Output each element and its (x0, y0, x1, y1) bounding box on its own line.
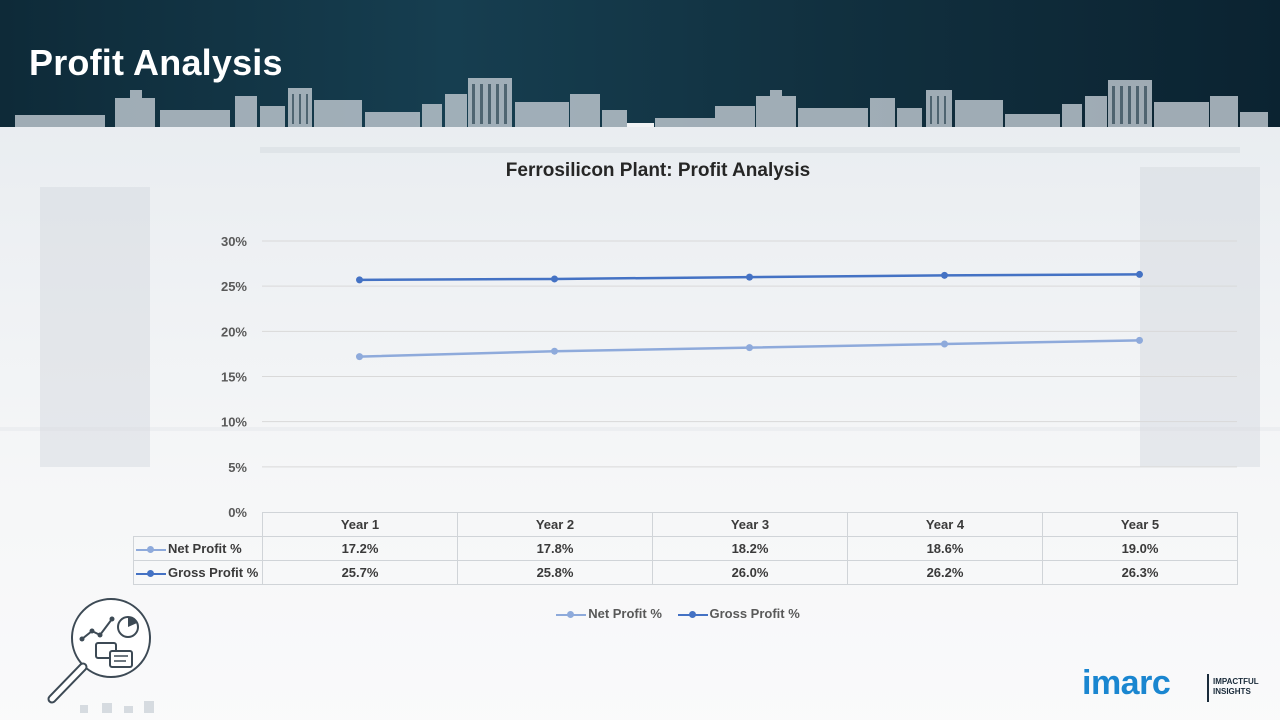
row-label-gross-profit: Gross Profit % (168, 565, 259, 580)
page-title: Profit Analysis (29, 42, 283, 83)
data-point (356, 353, 363, 361)
data-point (941, 271, 948, 279)
logo-tagline-1: IMPACTFUL (1213, 677, 1259, 686)
background-image (0, 127, 1280, 720)
table-header-year-5: Year 5 (1042, 512, 1238, 537)
table-row-net-profit: Net Profit % 17.2% 17.8% 18.2% 18.6% 19.… (133, 536, 1238, 561)
legend-label-net-profit: Net Profit % (588, 606, 662, 621)
y-tick-label: 10% (221, 415, 247, 430)
table-header-year-1: Year 1 (262, 512, 458, 537)
gross-profit-swatch-icon (136, 569, 166, 579)
table-cell: 18.2% (652, 536, 848, 561)
imarc-logo: imarc IMPACTFUL INSIGHTS (1082, 660, 1262, 704)
chart-legend: Net Profit % Gross Profit % (0, 606, 1280, 621)
row-label-net-profit: Net Profit % (168, 541, 242, 556)
logo-wordmark: imarc (1082, 664, 1171, 702)
table-cell: 25.7% (262, 560, 458, 585)
net-profit-legend-icon (556, 610, 587, 620)
net-profit-swatch-icon (136, 545, 166, 555)
legend-label-gross-profit: Gross Profit % (709, 606, 800, 621)
table-cell: 19.0% (1042, 536, 1238, 561)
table-header-year-4: Year 4 (847, 512, 1043, 537)
table-cell: 18.6% (847, 536, 1043, 561)
gross-profit-legend-icon (677, 610, 708, 620)
table-cell: 26.2% (847, 560, 1043, 585)
y-tick-label: 5% (228, 460, 247, 475)
chart-title: Ferrosilicon Plant: Profit Analysis (505, 160, 811, 181)
data-point (551, 275, 558, 283)
legend-item-gross-profit[interactable]: Gross Profit % (677, 606, 800, 621)
chart-data-table: Year 1 Year 2 Year 3 Year 4 Year 5 Net P… (133, 512, 1238, 585)
data-point (551, 347, 558, 355)
data-point (941, 340, 948, 348)
table-cell: 17.8% (457, 536, 653, 561)
header-banner: Profit Analysis (0, 0, 1280, 127)
y-tick-label: 15% (221, 370, 247, 385)
table-row-gross-profit: Gross Profit % 25.7% 25.8% 26.0% 26.2% 2… (133, 560, 1238, 585)
table-cell: 26.3% (1042, 560, 1238, 585)
data-point (356, 276, 363, 284)
y-tick-label: 30% (221, 234, 247, 249)
magnifier-analytics-icon (40, 595, 160, 720)
table-header-year-3: Year 3 (652, 512, 848, 537)
city-skyline-graphic (15, 78, 1268, 127)
data-point (1136, 270, 1143, 278)
legend-item-net-profit[interactable]: Net Profit % (556, 606, 662, 621)
data-point (1136, 336, 1143, 344)
table-cell: 26.0% (652, 560, 848, 585)
y-tick-label: 25% (221, 279, 247, 294)
table-cell: 25.8% (457, 560, 653, 585)
data-point (746, 273, 753, 281)
logo-tagline-2: INSIGHTS (1213, 687, 1251, 696)
y-tick-label: 20% (221, 324, 247, 339)
table-header-year-2: Year 2 (457, 512, 653, 537)
data-point (746, 344, 753, 352)
table-cell: 17.2% (262, 536, 458, 561)
